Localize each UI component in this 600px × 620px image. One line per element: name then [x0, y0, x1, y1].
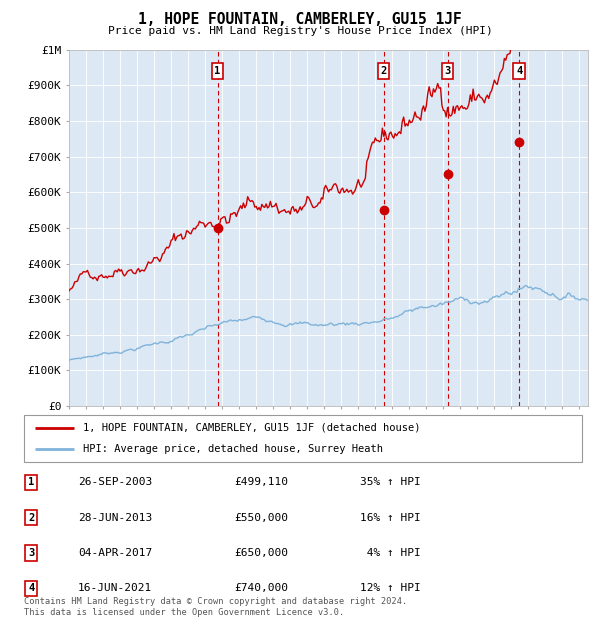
Text: 4: 4 — [516, 66, 523, 76]
Text: £650,000: £650,000 — [234, 548, 288, 558]
Text: 3: 3 — [445, 66, 451, 76]
Text: 1: 1 — [214, 66, 221, 76]
Text: 4: 4 — [28, 583, 34, 593]
Text: 12% ↑ HPI: 12% ↑ HPI — [360, 583, 421, 593]
Text: 3: 3 — [28, 548, 34, 558]
Text: £740,000: £740,000 — [234, 583, 288, 593]
Text: Contains HM Land Registry data © Crown copyright and database right 2024.
This d: Contains HM Land Registry data © Crown c… — [24, 598, 407, 617]
Text: 2: 2 — [380, 66, 387, 76]
Text: 16-JUN-2021: 16-JUN-2021 — [78, 583, 152, 593]
FancyBboxPatch shape — [24, 415, 582, 462]
Text: £499,110: £499,110 — [234, 477, 288, 487]
Text: 35% ↑ HPI: 35% ↑ HPI — [360, 477, 421, 487]
Text: 2: 2 — [28, 513, 34, 523]
Text: £550,000: £550,000 — [234, 513, 288, 523]
Text: HPI: Average price, detached house, Surrey Heath: HPI: Average price, detached house, Surr… — [83, 445, 383, 454]
Text: 1, HOPE FOUNTAIN, CAMBERLEY, GU15 1JF: 1, HOPE FOUNTAIN, CAMBERLEY, GU15 1JF — [138, 12, 462, 27]
Text: 1: 1 — [28, 477, 34, 487]
Text: 28-JUN-2013: 28-JUN-2013 — [78, 513, 152, 523]
Text: 16% ↑ HPI: 16% ↑ HPI — [360, 513, 421, 523]
Text: 4% ↑ HPI: 4% ↑ HPI — [360, 548, 421, 558]
Text: Price paid vs. HM Land Registry's House Price Index (HPI): Price paid vs. HM Land Registry's House … — [107, 26, 493, 36]
Text: 04-APR-2017: 04-APR-2017 — [78, 548, 152, 558]
Text: 1, HOPE FOUNTAIN, CAMBERLEY, GU15 1JF (detached house): 1, HOPE FOUNTAIN, CAMBERLEY, GU15 1JF (d… — [83, 423, 420, 433]
Text: 26-SEP-2003: 26-SEP-2003 — [78, 477, 152, 487]
